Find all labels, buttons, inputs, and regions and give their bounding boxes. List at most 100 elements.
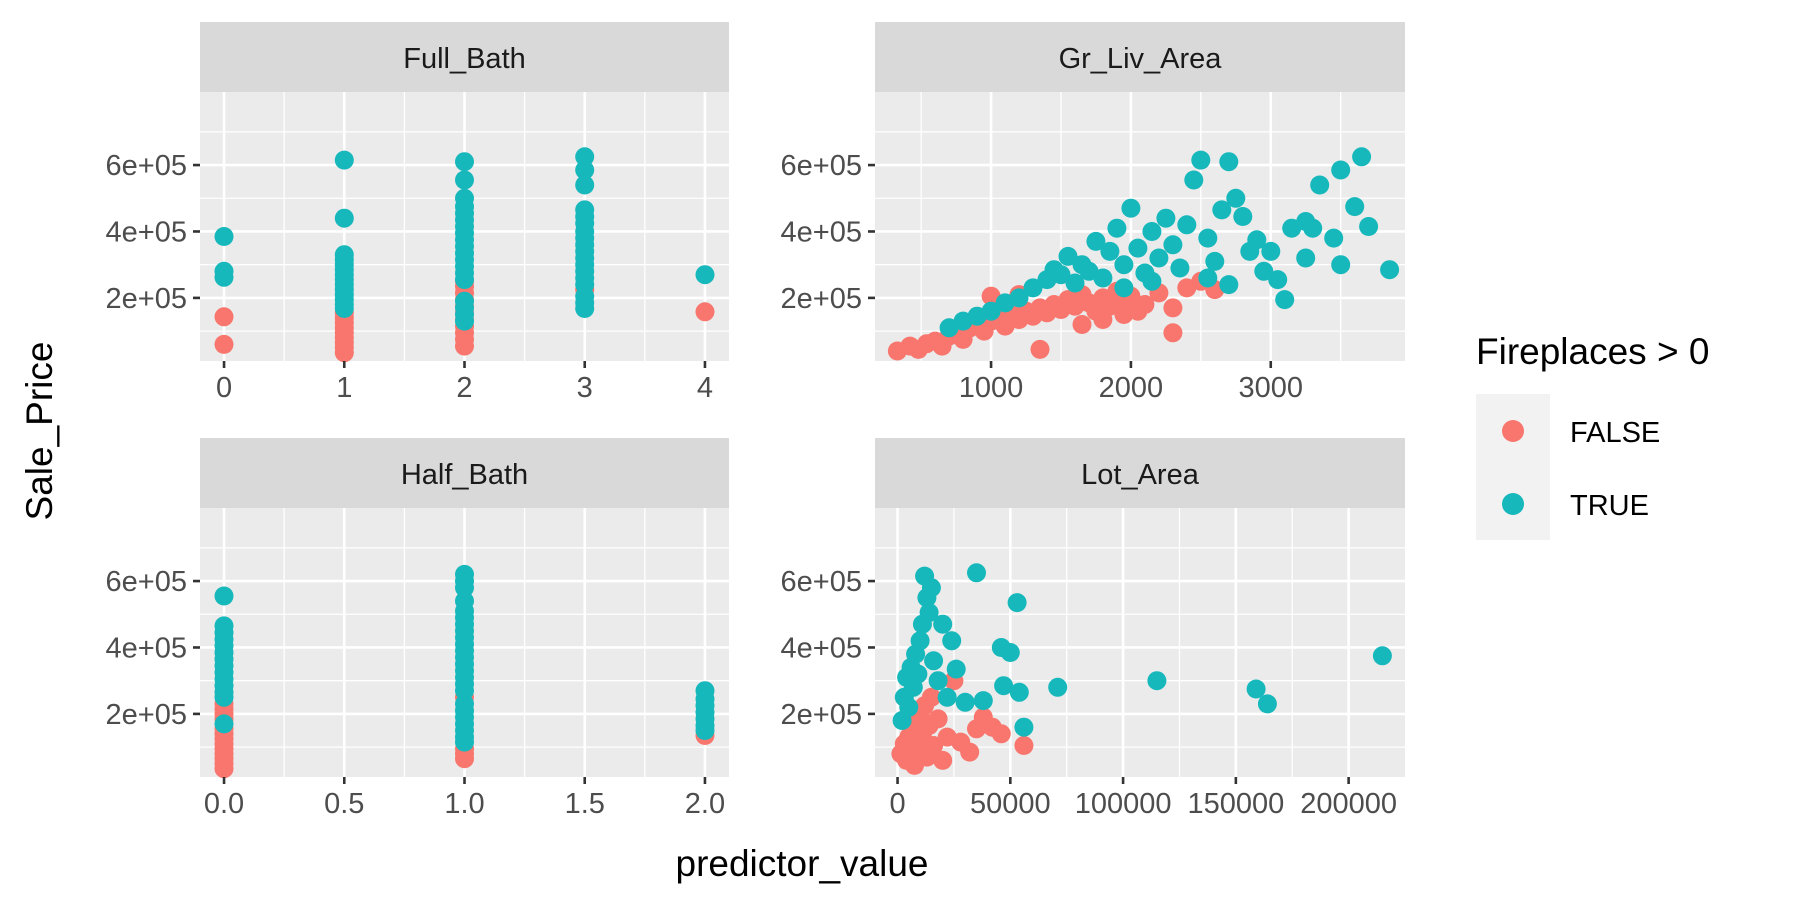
point-true [1014, 717, 1034, 737]
point-true [1198, 268, 1218, 288]
point-true [1051, 265, 1071, 285]
y-tick-label: 4e+05 [106, 632, 187, 664]
point-true [1212, 200, 1232, 220]
point-false [928, 709, 948, 729]
facet-gr-liv-area: Gr_Liv_Area 1000 2000 3000 2e+05 4e+05 6e+05 [781, 22, 1405, 404]
point-true [1121, 198, 1141, 218]
x-tick-label: 3 [577, 372, 593, 404]
point-false [1128, 301, 1148, 321]
point-true [1345, 197, 1365, 217]
point-true [1233, 207, 1253, 226]
point-true [1310, 175, 1330, 195]
point-false [1163, 323, 1183, 343]
x-tick-label: 2 [456, 372, 472, 404]
point-true [214, 687, 234, 707]
point-true [1065, 273, 1085, 293]
x-tick-label: 1 [336, 372, 352, 404]
point-true [946, 659, 966, 679]
point-true [455, 311, 474, 331]
point-true [1170, 258, 1190, 278]
panel-background [875, 508, 1405, 777]
facet-half-bath: Half_Bath 0.0 0.5 1.0 1.5 2.0 2e+05 4e+05 6e+05 [106, 438, 729, 820]
legend-title: Fireplaces > 0 [1476, 331, 1709, 372]
point-false [1014, 736, 1034, 755]
x-tick-label: 100000 [1075, 788, 1172, 820]
point-true [1268, 270, 1288, 290]
point-true [1359, 217, 1379, 236]
point-true [924, 651, 944, 671]
point-true [1114, 255, 1134, 275]
facet-strip [200, 22, 729, 92]
point-true [973, 691, 993, 711]
point-true [575, 160, 595, 180]
facet-strip [875, 438, 1405, 508]
point-false [921, 687, 941, 707]
point-true [908, 664, 928, 684]
point-true [334, 150, 354, 170]
point-true [575, 299, 595, 318]
point-false [1030, 339, 1050, 359]
facet-strip-label: Lot_Area [1081, 459, 1200, 491]
legend-label-false: FALSE [1570, 417, 1660, 449]
facet-strip-label: Half_Bath [401, 459, 528, 491]
point-true [1009, 682, 1029, 702]
point-true [455, 578, 474, 598]
point-true [919, 603, 939, 623]
x-tick-label: 50000 [970, 788, 1051, 820]
point-true [575, 147, 595, 167]
legend-key-background [1476, 394, 1550, 540]
point-true [1048, 677, 1068, 697]
x-tick-label: 150000 [1187, 788, 1284, 820]
facet-full-bath: Full_Bath 0 1 2 3 4 2e+05 4e+05 6e+05 [106, 22, 729, 404]
point-true [695, 721, 715, 740]
point-true [214, 714, 234, 734]
x-axis-title: predictor_value [676, 843, 929, 884]
point-true [1303, 218, 1323, 238]
point-true [1331, 160, 1351, 180]
point-true [1086, 231, 1106, 251]
point-true [1219, 275, 1239, 295]
point-true [1261, 241, 1281, 261]
point-true [994, 676, 1014, 696]
point-false [960, 742, 980, 762]
point-true [937, 687, 957, 707]
point-false [933, 750, 953, 770]
point-true [214, 586, 234, 606]
point-false [214, 307, 234, 327]
y-axis-title: Sale_Price [19, 342, 60, 521]
point-true [1114, 278, 1134, 298]
y-tick-label: 6e+05 [781, 150, 862, 182]
y-tick-label: 2e+05 [781, 283, 862, 315]
point-true [575, 175, 595, 195]
point-true [1184, 170, 1204, 190]
x-tick-label: 1.5 [565, 788, 605, 820]
point-true [967, 563, 986, 583]
point-true [334, 299, 354, 318]
point-true [455, 170, 474, 190]
point-true [1219, 152, 1239, 172]
point-true [1093, 268, 1113, 288]
point-true [214, 227, 234, 246]
point-true [1058, 246, 1078, 266]
point-true [334, 208, 354, 228]
point-true [1163, 235, 1183, 255]
point-true [1149, 248, 1169, 268]
point-true [981, 301, 1001, 321]
point-true [1257, 694, 1277, 714]
point-true [1000, 643, 1020, 662]
point-true [955, 692, 975, 712]
y-tick-label: 2e+05 [106, 699, 187, 731]
y-tick-label: 6e+05 [106, 150, 187, 182]
point-true [1372, 646, 1392, 666]
point-true [921, 578, 941, 598]
points [214, 564, 715, 779]
point-true [1191, 150, 1211, 170]
point-true [455, 732, 474, 752]
point-true [1247, 230, 1267, 250]
point-false [1072, 315, 1092, 334]
point-true [1226, 188, 1246, 208]
points [214, 147, 715, 363]
x-tick-label: 4 [697, 372, 713, 404]
point-true [1142, 222, 1162, 241]
x-tick-label: 0.5 [324, 788, 364, 820]
